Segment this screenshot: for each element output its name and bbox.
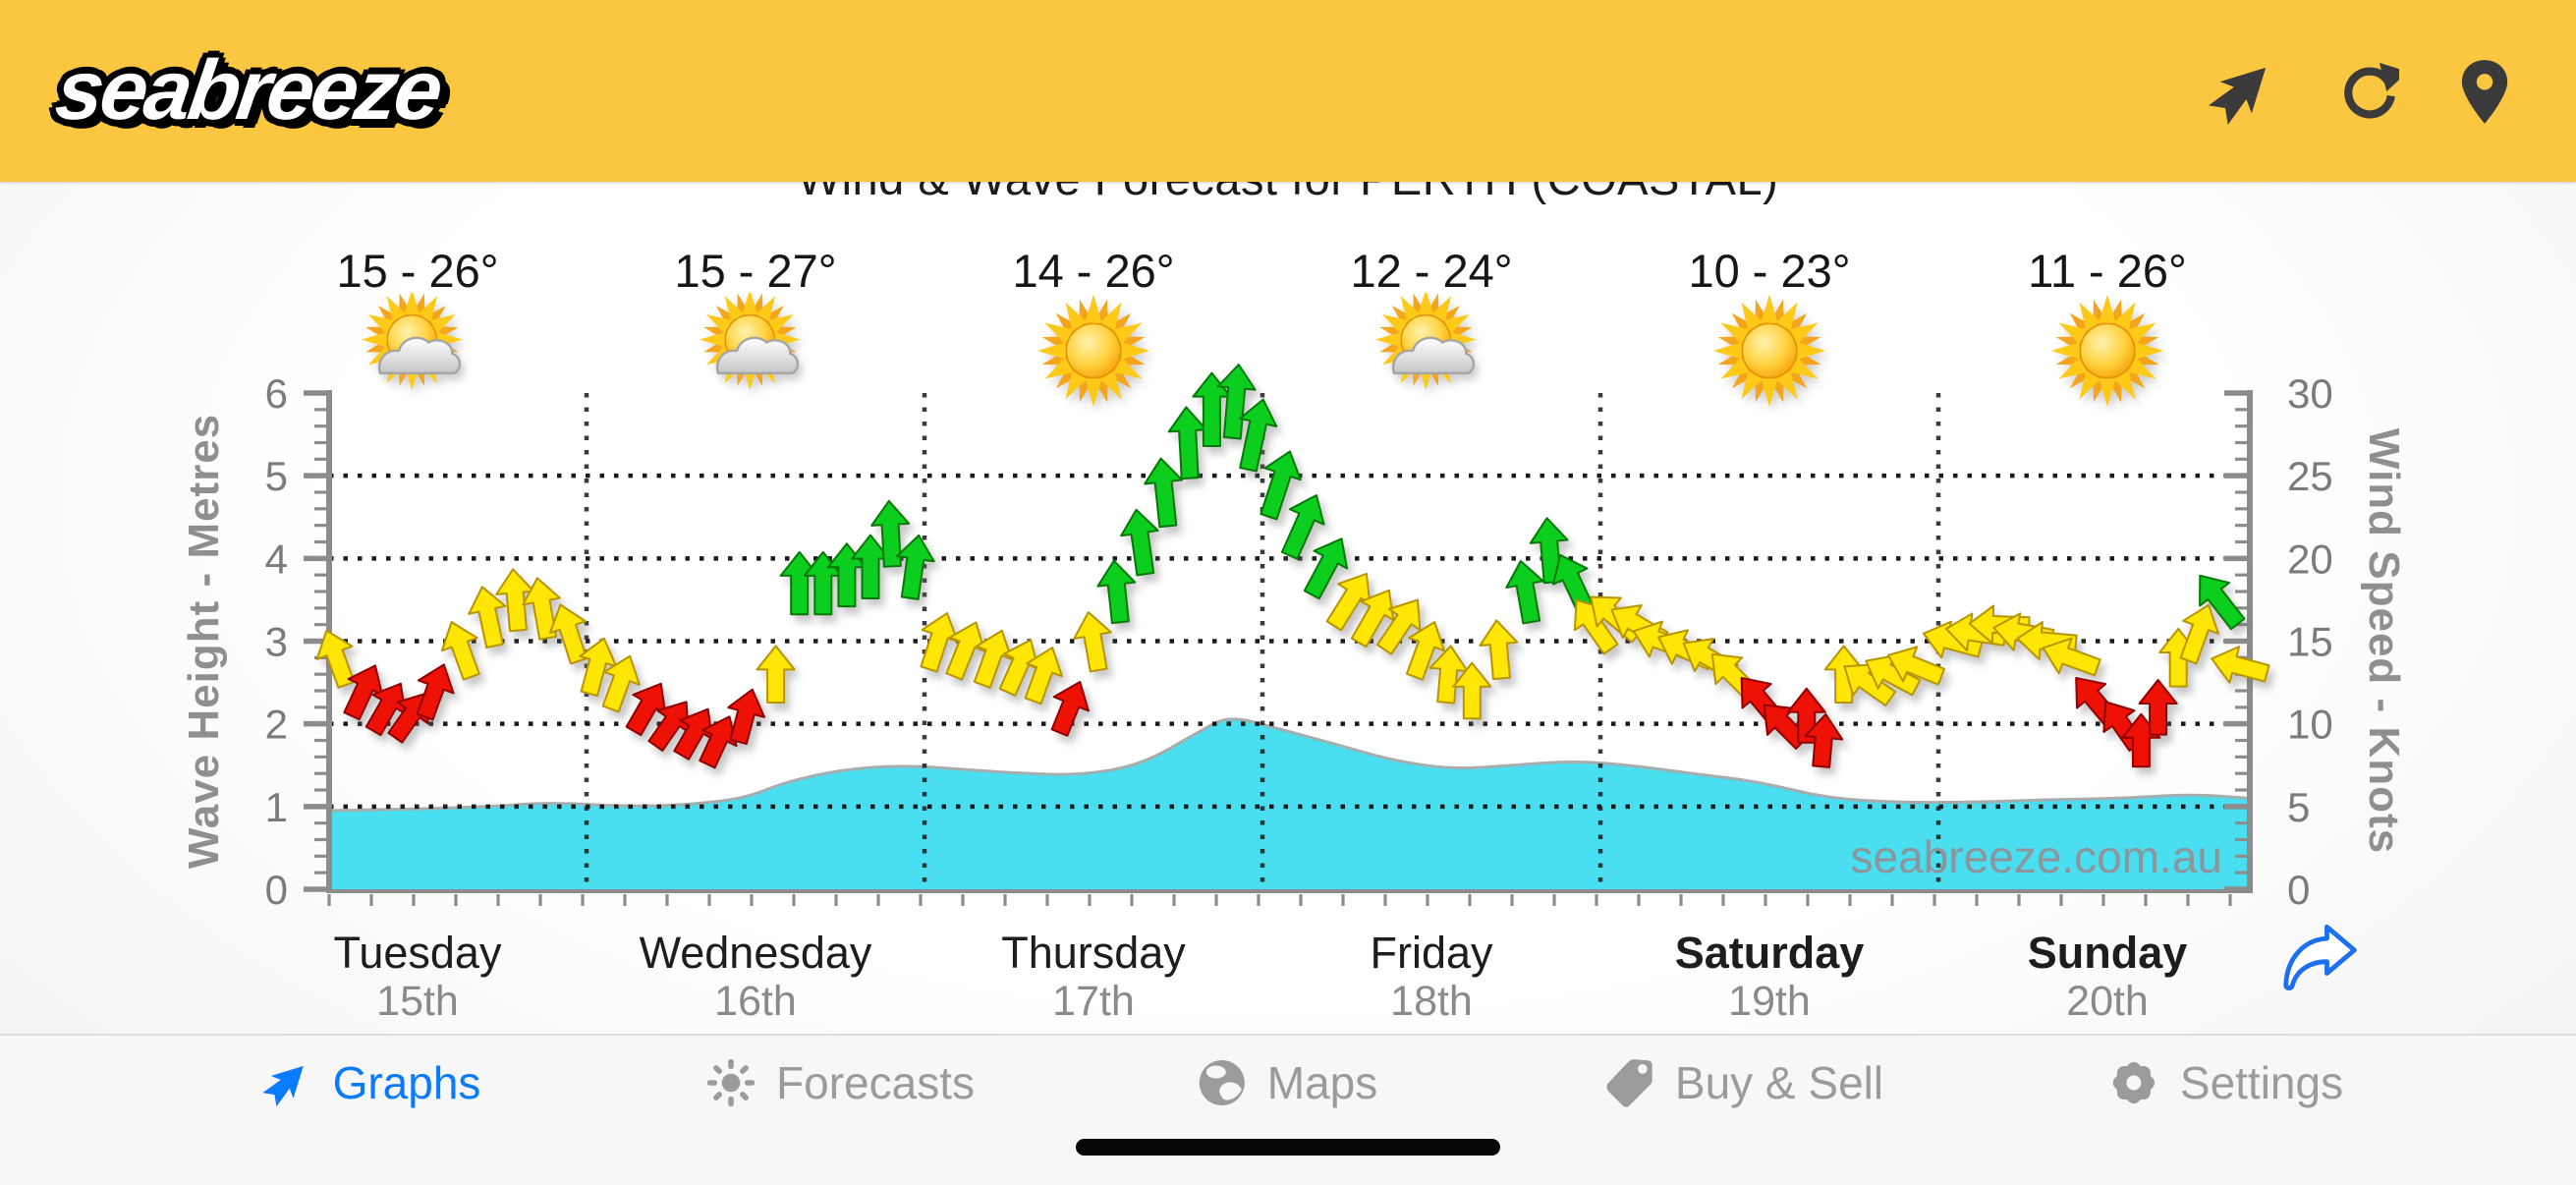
globe-icon: [1197, 1057, 1248, 1108]
svg-text:30: 30: [2287, 370, 2333, 417]
svg-text:15: 15: [2287, 619, 2333, 665]
sun-icon: [705, 1057, 756, 1108]
nav-item-buy-sell[interactable]: Buy & Sell: [1604, 1051, 1883, 1114]
watermark: seabreeze.com.au: [1851, 831, 2222, 882]
wind-arrows: [315, 364, 2270, 769]
nav-label: Graphs: [332, 1057, 481, 1108]
svg-text:5: 5: [2287, 784, 2310, 830]
nav-item-forecasts[interactable]: Forecasts: [705, 1051, 975, 1114]
svg-text:4: 4: [265, 536, 288, 582]
nav-item-maps[interactable]: Maps: [1197, 1051, 1377, 1114]
svg-text:3: 3: [265, 619, 288, 665]
left-axis-title: Wave Height - Metres: [180, 414, 228, 869]
refresh-icon[interactable]: [2338, 61, 2399, 122]
top-bar: seabreeze: [0, 0, 2576, 182]
svg-text:25: 25: [2287, 453, 2333, 499]
svg-text:5: 5: [265, 453, 288, 499]
nav-item-graphs[interactable]: Graphs: [260, 1051, 481, 1114]
nav-label: Buy & Sell: [1674, 1057, 1884, 1108]
home-indicator[interactable]: [1076, 1139, 1500, 1156]
location-pin-icon[interactable]: [2458, 57, 2511, 126]
nav-label: Maps: [1266, 1057, 1378, 1108]
gear-icon: [2107, 1056, 2160, 1109]
svg-text:1: 1: [265, 784, 288, 830]
wind-direction-icon[interactable]: [2205, 54, 2279, 129]
wave-height-area: [329, 718, 2250, 889]
svg-text:2: 2: [265, 702, 288, 748]
svg-text:20: 20: [2287, 536, 2333, 582]
share-forecast-button[interactable]: [2277, 922, 2362, 995]
svg-text:10: 10: [2287, 702, 2333, 748]
nav-label: Forecasts: [776, 1057, 975, 1108]
nav-item-settings[interactable]: Settings: [2107, 1051, 2343, 1114]
wind-arrow-icon: [260, 1056, 313, 1109]
svg-text:0: 0: [2287, 867, 2310, 913]
share-forward-icon: [2283, 924, 2357, 991]
nav-label: Settings: [2179, 1057, 2344, 1108]
bottom-nav: Graphs Forecasts Maps Buy & Sell Settings: [0, 1034, 2576, 1185]
top-bar-actions: [2205, 54, 2511, 129]
svg-text:6: 6: [265, 370, 288, 417]
seabreeze-logo: seabreeze: [50, 43, 446, 138]
right-axis-title: Wind Speed - Knots: [2360, 428, 2408, 854]
tag-icon: [1604, 1057, 1655, 1108]
svg-text:0: 0: [265, 867, 288, 913]
